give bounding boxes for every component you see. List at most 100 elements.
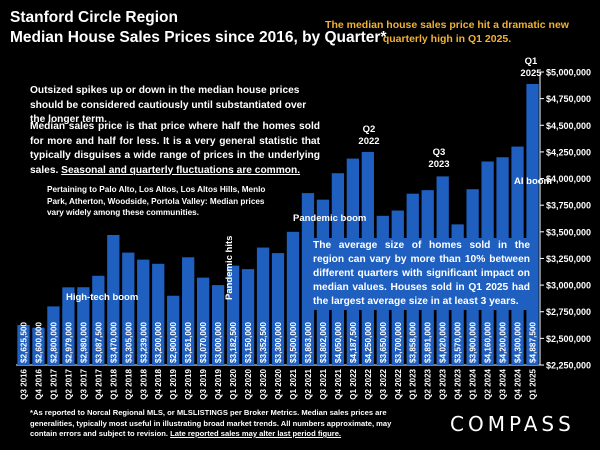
- y-tick-label: $2,250,000: [546, 361, 591, 371]
- x-tick-label: Q1 2019: [169, 368, 178, 399]
- annotation-ai-boom: AI boom: [514, 176, 552, 187]
- seasonal-fluctuation-text: Seasonal and quarterly fluctuations are …: [61, 164, 301, 176]
- annotation-q3-year: 2023: [428, 159, 450, 170]
- x-tick-label: Q3 2016: [19, 368, 28, 399]
- x-tick-label: Q4 2024: [514, 368, 523, 399]
- footnote-late-sales: Late reported sales may alter last perio…: [170, 429, 342, 438]
- bar-value-label: $3,200,000: [154, 322, 163, 363]
- x-tick-label: Q3 2017: [79, 368, 88, 399]
- bar-value-label: $3,182,500: [229, 322, 238, 363]
- x-tick-label: Q2 2023: [424, 368, 433, 399]
- bar-value-label: $3,150,000: [244, 322, 253, 363]
- bar: [182, 257, 195, 365]
- bar: [17, 324, 30, 365]
- x-tick-label: Q3 2018: [139, 368, 148, 399]
- y-tick-label: $3,000,000: [546, 281, 591, 291]
- page-title: Stanford Circle Region Median House Sale…: [10, 8, 387, 48]
- x-tick-label: Q1 2023: [409, 368, 418, 399]
- bar-value-label: $3,650,000: [379, 322, 388, 363]
- bar: [271, 253, 285, 365]
- bar-value-label: $3,570,000: [454, 322, 463, 363]
- bar-value-label: $4,250,000: [364, 322, 373, 363]
- annotation-q2-label: Q2: [362, 124, 376, 135]
- x-tick-label: Q3 2022: [379, 368, 388, 399]
- bar-value-label: $3,070,000: [199, 322, 208, 363]
- bar-value-label: $2,800,000: [49, 322, 58, 363]
- bar: [167, 295, 180, 365]
- y-tick-label: $3,250,000: [546, 254, 591, 264]
- x-tick-label: Q2 2022: [364, 368, 373, 399]
- x-tick-label: Q2 2019: [184, 368, 193, 399]
- bar-value-label: $4,200,000: [499, 322, 508, 363]
- bar-value-label: $3,802,000: [319, 322, 328, 363]
- bar-value-label: $4,300,000: [514, 322, 523, 363]
- footnote: *As reported to Norcal Regional MLS, or …: [30, 408, 420, 440]
- bar-value-label: $3,700,000: [394, 322, 403, 363]
- footnote-text: *As reported to Norcal Regional MLS, or …: [30, 408, 392, 438]
- annotation-q1-year: 2025: [520, 68, 542, 79]
- x-tick-label: Q1 2021: [289, 368, 298, 399]
- title-line-1: Stanford Circle Region: [10, 9, 178, 26]
- x-tick-label: Q3 2021: [319, 368, 328, 399]
- compass-logo: COMPASS: [450, 412, 575, 436]
- bar: [107, 235, 120, 365]
- x-tick-label: Q4 2016: [34, 368, 43, 399]
- y-tick-label: $3,750,000: [546, 201, 591, 211]
- x-tick-label: Q4 2017: [94, 368, 103, 399]
- x-tick-label: Q1 2022: [349, 368, 358, 399]
- bar-value-label: $4,050,000: [334, 322, 343, 363]
- bar: [226, 265, 240, 365]
- bar-value-label: $3,305,000: [124, 322, 133, 363]
- x-tick-label: Q1 2025: [529, 368, 538, 399]
- x-tick-label: Q2 2024: [484, 368, 493, 399]
- x-tick-label: Q1 2018: [109, 368, 118, 399]
- bar: [197, 277, 210, 365]
- y-tick-label: $4,000,000: [546, 174, 591, 184]
- bar: [77, 287, 90, 365]
- bar: [62, 287, 75, 365]
- median-definition-text: Median sales price is that price where h…: [30, 121, 320, 176]
- annotation-q1-2025: Q1 2025: [520, 56, 542, 80]
- x-tick-label: Q1 2017: [49, 368, 58, 399]
- headline-callout: The median house sales price hit a drama…: [325, 19, 569, 45]
- bar-value-label: $3,500,000: [289, 322, 298, 363]
- bar-value-label: $4,187,500: [349, 322, 358, 363]
- x-tick-label: Q4 2022: [394, 368, 403, 399]
- bar-value-label: $2,980,000: [79, 322, 88, 363]
- x-tick-label: Q4 2019: [214, 368, 223, 399]
- annotation-q2-year: 2022: [358, 136, 380, 147]
- bar: [286, 231, 300, 365]
- bar-value-label: $2,625,500: [19, 322, 28, 363]
- x-tick-label: Q3 2024: [499, 368, 508, 399]
- annotation-q2-2022: Q2 2022: [358, 124, 380, 148]
- spike-warning-note: Outsized spikes up or down in the median…: [30, 85, 307, 125]
- median-definition-note: Median sales price is that price where h…: [30, 120, 320, 178]
- y-tick-label: $2,750,000: [546, 307, 591, 317]
- y-tick-label: $4,250,000: [546, 147, 591, 157]
- bar: [301, 193, 315, 365]
- x-tick-label: Q3 2023: [439, 368, 448, 399]
- bar-value-label: $3,087,500: [94, 322, 103, 363]
- x-tick-label: Q4 2021: [334, 368, 343, 399]
- bar-value-label: $2,600,000: [34, 322, 43, 363]
- bar-value-label: $4,020,000: [439, 322, 448, 363]
- x-tick-label: Q2 2021: [304, 368, 313, 399]
- bar-value-label: $3,239,000: [139, 322, 148, 363]
- towns-note: Pertaining to Palo Alto, Los Altos, Los …: [47, 185, 266, 217]
- bar: [241, 269, 255, 365]
- bar-value-label: $4,160,000: [484, 322, 493, 363]
- bar: [152, 263, 165, 365]
- bar: [122, 252, 135, 365]
- annotation-q3-label: Q3: [432, 147, 446, 158]
- x-tick-label: Q3 2019: [199, 368, 208, 399]
- bar-value-label: $3,352,500: [259, 322, 268, 363]
- bar-value-label: $3,858,000: [409, 322, 418, 363]
- annotation-q1-label: Q1: [524, 56, 538, 67]
- bar-value-label: $2,979,000: [64, 322, 73, 363]
- x-tick-label: Q2 2020: [244, 368, 253, 399]
- x-tick-label: Q1 2024: [469, 368, 478, 399]
- y-tick-label: $3,500,000: [546, 227, 591, 237]
- x-tick-label: Q3 2020: [259, 368, 268, 399]
- bar-value-label: $3,891,000: [424, 322, 433, 363]
